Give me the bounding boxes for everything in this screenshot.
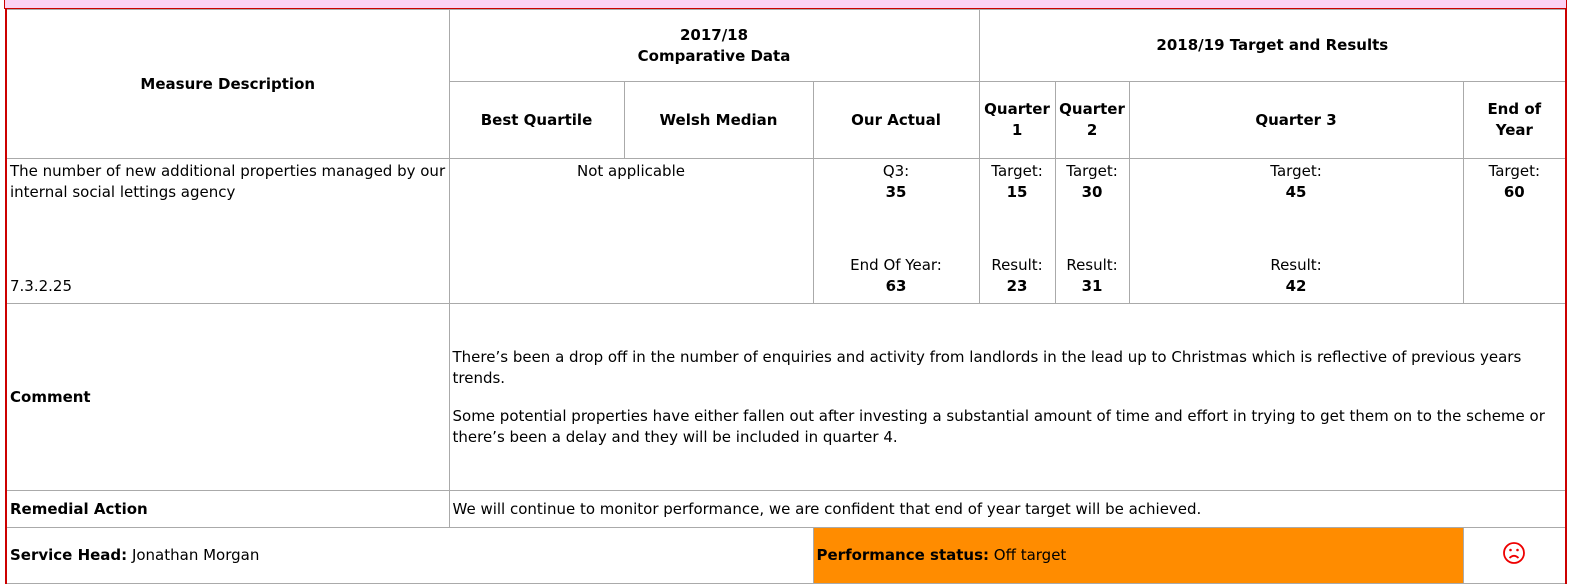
column-header: Best Quartile: [448, 81, 625, 159]
status: Off target: [993, 546, 1067, 564]
column-header: Welsh Median: [623, 81, 814, 159]
service-head-label: Service Head:: [10, 546, 128, 564]
remedial-row: Remedial Action We will continue to moni…: [5, 490, 1567, 528]
column-row: Best Quartile Welsh Median Our Actual Qu…: [6, 81, 1567, 159]
actual-label: End Of Year:: [850, 256, 942, 274]
target-value: 60: [1503, 183, 1525, 201]
title-band: [4, 0, 1567, 9]
quarter-cell: Target: 15 Result: 23: [978, 158, 1056, 304]
column-header: Quarter 1: [978, 81, 1056, 159]
result-label: Result:: [991, 256, 1043, 274]
description-cell: The number of new additional properties …: [5, 158, 450, 304]
measure-header: Measure Description: [5, 9, 450, 159]
remedial-text: We will continue to monitor performance,…: [448, 490, 1567, 528]
column-header: End of Year: [1462, 81, 1567, 159]
actual-value: 63: [885, 277, 907, 295]
comparative-cell: Not applicable: [448, 158, 814, 304]
comment-text: There’s been a drop off in the number of…: [448, 303, 1567, 491]
comment-label: Comment: [5, 303, 450, 491]
comment-paragraph: There’s been a drop off in the number of…: [452, 347, 1522, 387]
comparative-header: 2017/18 Comparative Data: [448, 9, 980, 82]
target-value: 45: [1285, 183, 1307, 201]
quarter-cell: Target: 45 Result: 42: [1128, 158, 1464, 304]
comparative-year: 2017/18: [679, 25, 749, 44]
column-header: Quarter 3: [1128, 81, 1464, 159]
status-label: Performance status:: [816, 546, 990, 564]
footer-row: Service Head: Jonathan Morgan Performanc…: [5, 527, 1567, 584]
quarter-cell: Target: 30 Result: 31: [1054, 158, 1130, 304]
service-head: Jonathan Morgan: [131, 546, 260, 564]
target-value: 15: [1006, 183, 1028, 201]
sad-face-icon: [1503, 541, 1526, 564]
comparative-label: Comparative Data: [637, 46, 791, 65]
target-label: Target:: [1066, 162, 1118, 180]
service-head-cell: Service Head: Jonathan Morgan: [5, 527, 814, 584]
measure-row: The number of new additional properties …: [5, 158, 1567, 304]
target-label: Target:: [1270, 162, 1322, 180]
actual-value: 35: [885, 183, 907, 201]
actual-label: Q3:: [882, 162, 910, 180]
year-cell: Target: 60: [1462, 158, 1567, 304]
result-label: Result:: [1270, 256, 1322, 274]
code: 7.3.2.25: [10, 277, 73, 295]
result-label: Result:: [1066, 256, 1118, 274]
target-label: Target:: [1488, 162, 1541, 180]
header-row: Measure Description 2017/18 Comparative D…: [5, 9, 1567, 159]
target-header: 2018/19 Target and Results: [978, 9, 1567, 82]
remedial-label: Remedial Action: [5, 490, 450, 528]
status-cell: Performance status: Off target: [812, 527, 1464, 584]
result-value: 42: [1285, 277, 1307, 295]
column-header: Our Actual: [812, 81, 980, 159]
result-value: 31: [1081, 277, 1103, 295]
comment-paragraph: Some potential properties have either fa…: [452, 406, 1545, 446]
column-header: Quarter 2: [1054, 81, 1130, 159]
comment-row: Comment There’s been a drop off in the n…: [5, 303, 1567, 491]
description: The number of new additional properties …: [10, 162, 446, 201]
target-label: Target:: [991, 162, 1043, 180]
result-value: 23: [1006, 277, 1028, 295]
target-value: 30: [1081, 183, 1103, 201]
measure-table: Measure Description 2017/18 Comparative D…: [5, 9, 1568, 584]
status-icon-cell: [1462, 527, 1567, 584]
actual-cell: Q3: 35 End Of Year: 63: [812, 158, 980, 304]
